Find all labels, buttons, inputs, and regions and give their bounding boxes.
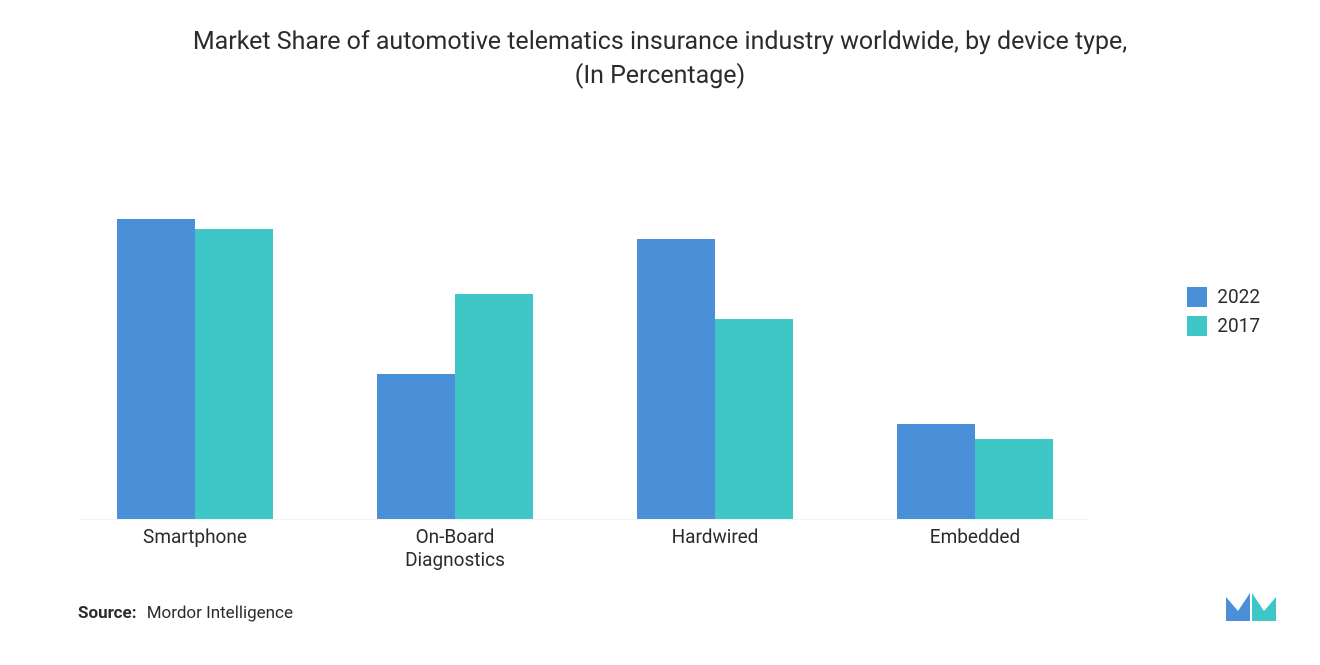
bar-group: [110, 219, 280, 519]
bar-2017: [975, 439, 1053, 519]
legend-swatch: [1187, 316, 1207, 336]
chart-title: Market Share of automotive telematics in…: [0, 0, 1320, 103]
bar-group: [630, 239, 800, 519]
legend-item: 2017: [1187, 314, 1260, 337]
legend-swatch: [1187, 287, 1207, 307]
x-label: Smartphone: [110, 525, 280, 548]
bar-2022: [117, 219, 195, 519]
legend-label: 2022: [1217, 285, 1260, 308]
bar-2017: [455, 294, 533, 519]
source-text: Mordor Intelligence: [147, 603, 293, 623]
bar-2022: [637, 239, 715, 519]
x-label: On-Board Diagnostics: [370, 525, 540, 571]
bar-group: [370, 294, 540, 519]
legend: 2022 2017: [1187, 285, 1260, 343]
x-label: Hardwired: [630, 525, 800, 548]
x-axis-labels: Smartphone On-Board Diagnostics Hardwire…: [80, 525, 1090, 555]
source-label: Source:: [78, 603, 136, 623]
bar-2017: [715, 319, 793, 519]
bar-2017: [195, 229, 273, 519]
chart-area: [80, 150, 1090, 520]
source-attribution: Source: Mordor Intelligence: [78, 603, 293, 623]
legend-item: 2022: [1187, 285, 1260, 308]
bar-2022: [897, 424, 975, 519]
x-label: Embedded: [890, 525, 1060, 548]
bar-2022: [377, 374, 455, 519]
brand-logo-icon: [1224, 587, 1278, 623]
legend-label: 2017: [1217, 314, 1260, 337]
bar-group: [890, 424, 1060, 519]
plot-region: [80, 150, 1090, 520]
